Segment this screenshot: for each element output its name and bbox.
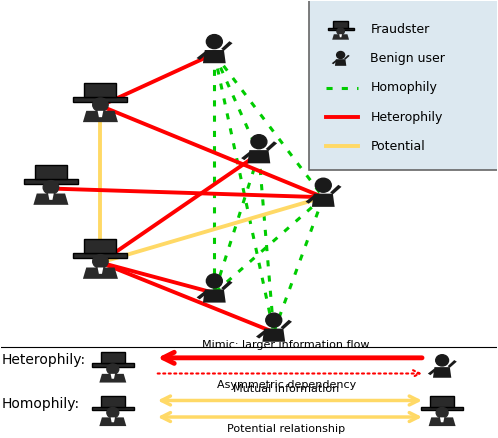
FancyBboxPatch shape [92,406,133,410]
Circle shape [93,98,108,112]
FancyBboxPatch shape [73,97,127,102]
Circle shape [436,407,448,418]
Polygon shape [344,55,350,60]
Circle shape [43,180,59,194]
Text: Benign user: Benign user [371,52,445,65]
Polygon shape [33,194,68,205]
FancyBboxPatch shape [24,180,78,184]
Polygon shape [99,374,126,382]
Polygon shape [221,281,233,290]
Polygon shape [339,34,342,37]
Polygon shape [433,367,451,378]
Text: Mimic: larger information flow: Mimic: larger information flow [202,340,370,350]
Polygon shape [48,194,54,200]
Polygon shape [330,185,342,194]
Polygon shape [203,50,226,63]
Circle shape [436,355,449,366]
Polygon shape [111,374,115,379]
FancyBboxPatch shape [421,406,463,410]
Polygon shape [440,417,444,422]
Polygon shape [98,268,103,274]
FancyBboxPatch shape [73,254,127,258]
FancyBboxPatch shape [333,21,348,28]
Circle shape [266,313,282,327]
Polygon shape [428,368,437,375]
Circle shape [206,274,222,288]
Circle shape [93,254,108,268]
Polygon shape [448,360,457,368]
Polygon shape [312,194,335,207]
Text: Heterophily:: Heterophily: [1,353,86,367]
Text: Homophily:: Homophily: [1,397,80,411]
Polygon shape [248,150,270,163]
Circle shape [315,178,331,192]
Polygon shape [197,291,208,300]
Polygon shape [83,111,118,122]
FancyBboxPatch shape [309,0,498,170]
FancyBboxPatch shape [101,352,125,363]
Text: Asymmetric dependency: Asymmetric dependency [217,380,356,390]
Polygon shape [280,320,292,329]
Polygon shape [83,268,118,279]
Polygon shape [241,152,252,160]
Polygon shape [98,111,103,117]
Polygon shape [332,34,349,40]
Circle shape [206,35,222,49]
Polygon shape [111,417,115,422]
FancyBboxPatch shape [35,166,67,180]
Text: Potential relationship: Potential relationship [227,424,345,434]
FancyBboxPatch shape [92,363,133,367]
Circle shape [107,364,119,374]
FancyBboxPatch shape [328,28,354,30]
FancyBboxPatch shape [430,396,454,406]
Polygon shape [256,330,267,339]
Circle shape [107,407,119,418]
Polygon shape [266,141,277,151]
Text: Mutual information: Mutual information [233,384,339,394]
FancyBboxPatch shape [85,240,117,254]
Polygon shape [305,195,316,204]
Polygon shape [335,59,346,66]
FancyBboxPatch shape [85,83,117,97]
Polygon shape [203,290,226,303]
Circle shape [337,52,345,59]
Circle shape [337,28,344,35]
Polygon shape [221,41,233,51]
Polygon shape [99,417,126,426]
Polygon shape [262,328,285,342]
Polygon shape [197,52,208,60]
Polygon shape [429,417,456,426]
Circle shape [251,135,267,149]
Polygon shape [332,60,337,64]
Text: Fraudster: Fraudster [371,23,430,36]
Text: Homophily: Homophily [371,81,437,95]
Text: Potential: Potential [371,140,425,153]
Text: Heterophily: Heterophily [371,111,443,124]
FancyBboxPatch shape [101,396,125,406]
